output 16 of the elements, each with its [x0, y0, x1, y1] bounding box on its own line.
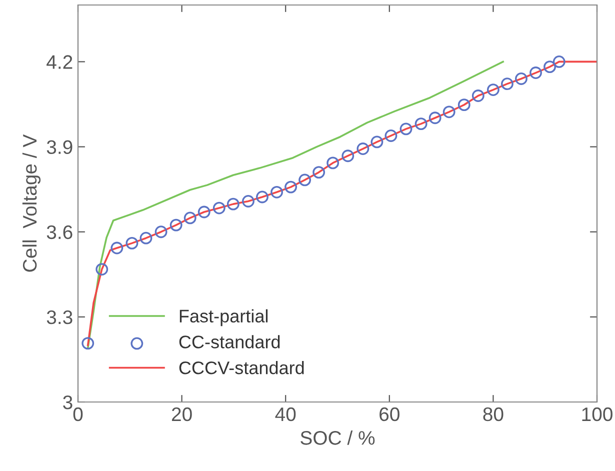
x-tick-label: 100 — [582, 407, 612, 422]
legend-label: Fast-partial — [180, 309, 268, 326]
legend-label: CCCV-standard — [179, 360, 304, 374]
legend-label: CC-standard — [179, 335, 280, 348]
x-tick-label: 60 — [380, 407, 400, 422]
y-tick-label: 4.2 — [46, 55, 72, 69]
x-axis-title: SOC / % — [300, 430, 375, 445]
y-tick-label: 3.3 — [46, 310, 72, 324]
x-tick-label: 80 — [483, 407, 504, 422]
y-axis-title: Cell Voltage / V — [22, 134, 41, 272]
y-tick-label: 3.6 — [46, 225, 72, 240]
x-tick-label: 20 — [172, 407, 192, 422]
x-tick-label: 0 — [73, 407, 83, 422]
x-tick-label: 40 — [275, 407, 296, 422]
y-tick-label: 3 — [63, 395, 72, 410]
y-tick-label: 3.9 — [46, 140, 72, 154]
